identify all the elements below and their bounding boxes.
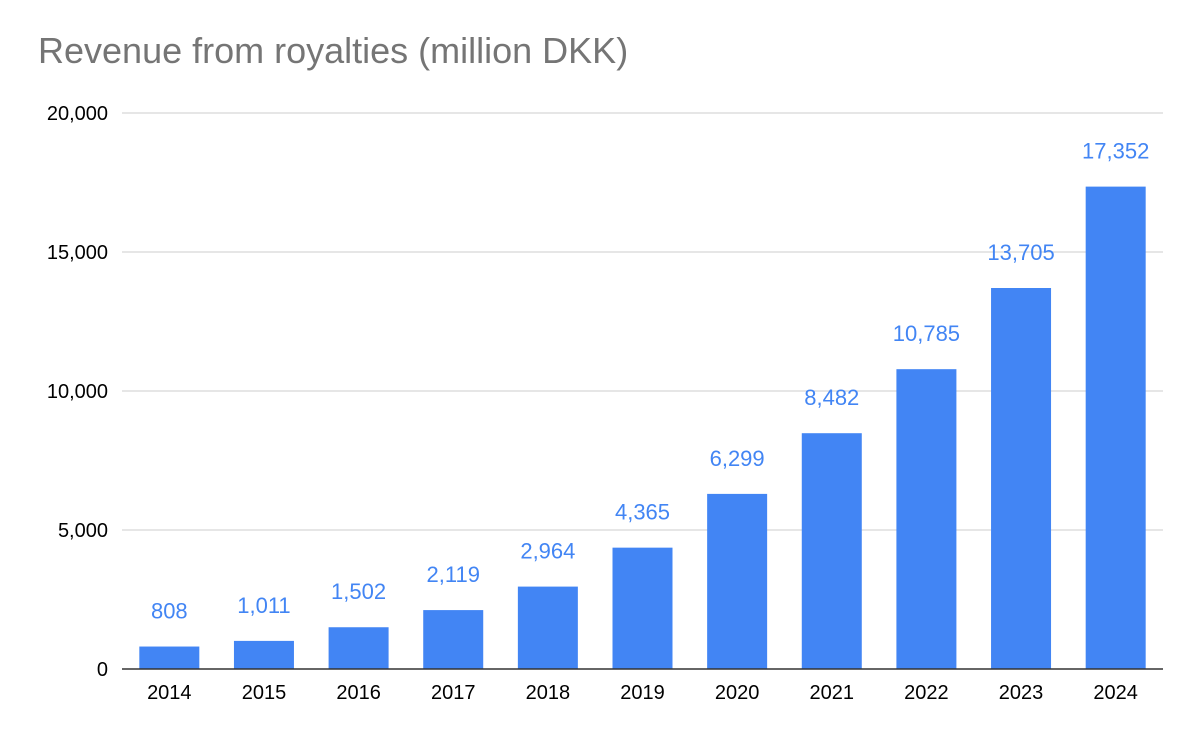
chart-title: Revenue from royalties (million DKK) bbox=[38, 30, 629, 71]
y-tick-label: 10,000 bbox=[47, 381, 108, 403]
data-label: 8,482 bbox=[804, 385, 859, 410]
y-axis-ticks: 0 5,000 10,000 15,000 20,000 bbox=[47, 103, 108, 681]
data-label: 17,352 bbox=[1082, 139, 1149, 164]
x-tick-label: 2016 bbox=[336, 682, 381, 704]
y-tick-label: 20,000 bbox=[47, 103, 108, 125]
data-label: 2,964 bbox=[520, 539, 575, 564]
bar bbox=[139, 646, 200, 669]
data-label: 13,705 bbox=[987, 240, 1054, 265]
data-label: 1,502 bbox=[331, 579, 386, 604]
x-tick-label: 2014 bbox=[147, 682, 192, 704]
bar bbox=[896, 369, 957, 669]
x-tick-label: 2018 bbox=[526, 682, 571, 704]
bar bbox=[991, 288, 1052, 669]
data-label: 2,119 bbox=[427, 562, 480, 587]
bar bbox=[233, 640, 294, 669]
bar bbox=[517, 586, 578, 669]
bars bbox=[139, 186, 1146, 670]
bar bbox=[423, 610, 484, 669]
x-axis-ticks: 2014 2015 2016 2017 2018 2019 2020 2021 2022 2023… bbox=[147, 682, 1138, 704]
bar bbox=[1085, 186, 1146, 670]
data-label: 10,785 bbox=[893, 321, 960, 346]
x-tick-label: 2022 bbox=[904, 682, 949, 704]
x-tick-label: 2023 bbox=[999, 682, 1044, 704]
data-label: 6,299 bbox=[710, 446, 765, 471]
y-tick-label: 15,000 bbox=[47, 242, 108, 264]
data-label: 4,365 bbox=[615, 500, 670, 525]
data-label: 808 bbox=[151, 599, 188, 624]
x-tick-label: 2017 bbox=[431, 682, 476, 704]
x-tick-label: 2015 bbox=[242, 682, 287, 704]
data-label: 1,011 bbox=[237, 593, 290, 618]
bar bbox=[801, 433, 862, 669]
bar bbox=[328, 627, 389, 669]
gridlines bbox=[122, 112, 1163, 531]
x-tick-label: 2019 bbox=[620, 682, 665, 704]
y-tick-label: 0 bbox=[97, 659, 108, 681]
x-tick-label: 2024 bbox=[1093, 682, 1138, 704]
bar bbox=[707, 493, 768, 669]
y-tick-label: 5,000 bbox=[58, 520, 108, 542]
bar bbox=[612, 547, 673, 669]
x-tick-label: 2020 bbox=[715, 682, 760, 704]
x-tick-label: 2021 bbox=[810, 682, 855, 704]
data-labels: 808 1,011 1,502 2,119 2,964 4,365 6,299 8,482 10… bbox=[151, 139, 1149, 624]
